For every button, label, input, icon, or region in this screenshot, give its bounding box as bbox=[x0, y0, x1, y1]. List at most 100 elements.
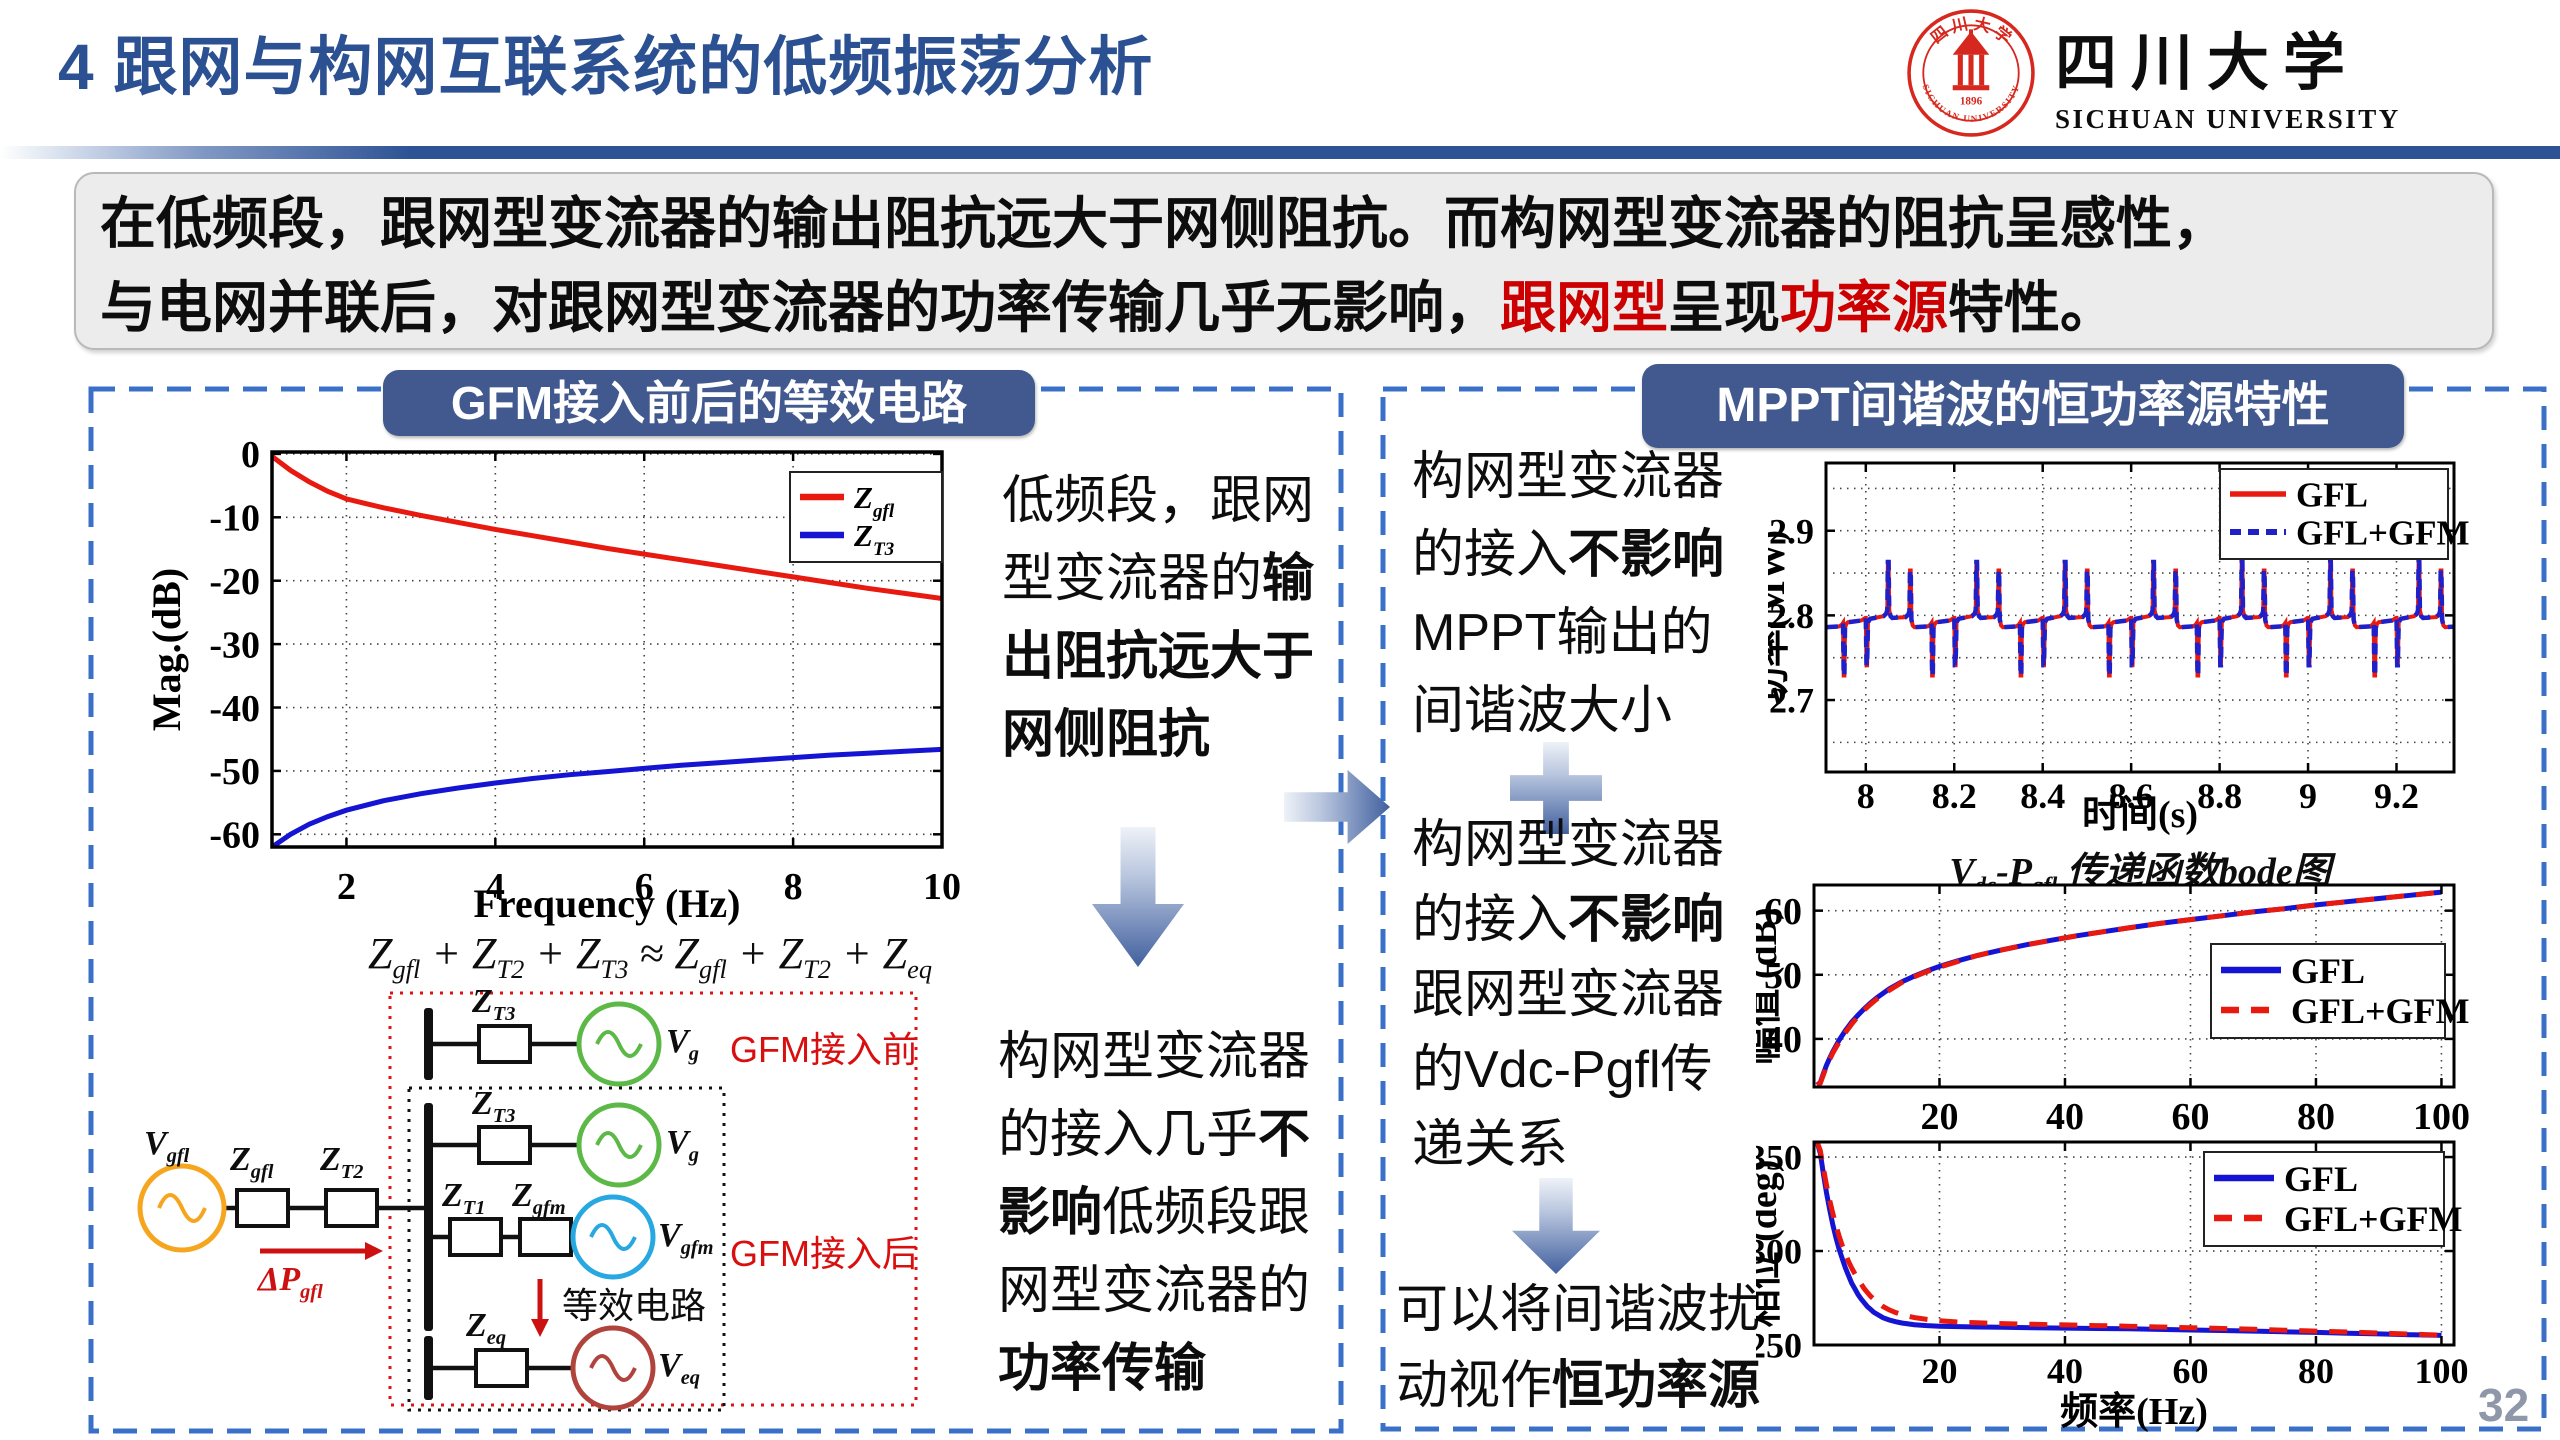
label-zgfm: Zgfm bbox=[512, 1177, 566, 1219]
svg-text:GFL: GFL bbox=[2284, 1159, 2358, 1199]
svg-text:6: 6 bbox=[635, 866, 654, 908]
svg-text:-10: -10 bbox=[209, 498, 260, 540]
gfm-before-after-box bbox=[388, 991, 918, 1407]
wires bbox=[224, 1041, 579, 1371]
label-zt2: ZT2 bbox=[320, 1141, 364, 1183]
svg-text:相位 (deg): 相位 (deg) bbox=[1756, 1160, 1785, 1328]
svg-text:Mag.(dB): Mag.(dB) bbox=[150, 568, 189, 731]
impedance-bode-chart: 2 4 6 8 10 0 -10 -20 -30 -40 -50 -60 Frequency (Hz) M… bbox=[144, 432, 1000, 957]
label-dpgfl: ΔPgfl bbox=[258, 1261, 323, 1303]
label-veq: Veq bbox=[658, 1347, 700, 1389]
svg-text:40: 40 bbox=[2047, 1351, 2083, 1391]
svg-text:9.2: 9.2 bbox=[2374, 776, 2419, 816]
svg-text:40: 40 bbox=[2046, 1096, 2084, 1138]
impedance-formula: Zgfl + ZT2 + ZT3 ≈ Zgfl + ZT2 + Zeq bbox=[367, 929, 933, 984]
svg-text:1896: 1896 bbox=[1960, 95, 1983, 107]
svg-text:60: 60 bbox=[1764, 891, 1802, 933]
right-note-conclusion: 可以将间谐波扰动视作恒功率源 bbox=[1396, 1281, 1761, 1415]
title-underline bbox=[0, 146, 2560, 159]
svg-text:0: 0 bbox=[241, 434, 260, 476]
svg-text:80: 80 bbox=[2298, 1351, 2334, 1391]
left-note-conclusion: 构网型变流器的接入几乎不影响低频段跟网型变流器的功率传输 bbox=[998, 1028, 1311, 1398]
svg-text:-40: -40 bbox=[209, 688, 260, 730]
panel-left-header: GFM接入前后的等效电路 bbox=[383, 370, 1035, 436]
label-zt3-top: ZT3 bbox=[472, 983, 516, 1025]
svg-text:幅值 (dB): 幅值 (dB) bbox=[1756, 907, 1785, 1064]
seal-building-glyph bbox=[1952, 29, 1990, 91]
svg-text:40: 40 bbox=[1764, 1019, 1802, 1061]
svg-text:8.2: 8.2 bbox=[1932, 776, 1977, 816]
panel-right-header: MPPT间谐波的恒功率源特性 bbox=[1642, 364, 2404, 448]
label-gfm-before: GFM接入前 bbox=[730, 1029, 918, 1070]
voltage-sources bbox=[137, 1001, 662, 1411]
svg-text:2.8: 2.8 bbox=[1769, 596, 1814, 636]
svg-text:8: 8 bbox=[784, 866, 803, 908]
svg-text:9: 9 bbox=[2299, 776, 2317, 816]
impedance-boxes bbox=[235, 1024, 573, 1388]
svg-text:50: 50 bbox=[1764, 955, 1802, 997]
svg-text:功率(MW): 功率(MW) bbox=[1768, 530, 1793, 705]
label-zgfl: Zgfl bbox=[230, 1141, 274, 1183]
bode-magnitude-chart: 20 40 60 80 100 40 50 60 幅值 (dB) GFL GFL+GFM bbox=[1743, 880, 2546, 1175]
svg-text:100: 100 bbox=[2413, 1096, 2470, 1138]
svg-text:2.7: 2.7 bbox=[1769, 681, 1814, 721]
svg-text:-60: -60 bbox=[209, 815, 260, 857]
svg-text:2.9: 2.9 bbox=[1769, 511, 1814, 551]
svg-text:80: 80 bbox=[2297, 1096, 2335, 1138]
label-vg-mid: Vg bbox=[666, 1124, 699, 1166]
svg-text:300: 300 bbox=[1756, 1232, 1802, 1272]
equivalent-arrow bbox=[531, 1279, 549, 1337]
svg-text:-20: -20 bbox=[209, 561, 260, 603]
svg-text:8.6: 8.6 bbox=[2109, 776, 2154, 816]
svg-text:GFL+GFM: GFL+GFM bbox=[2296, 514, 2470, 553]
svg-text:GFL: GFL bbox=[2291, 951, 2365, 991]
circuit-schematic bbox=[137, 991, 918, 1412]
svg-text:GFL: GFL bbox=[2296, 476, 2368, 515]
svg-text:250: 250 bbox=[1756, 1326, 1802, 1366]
svg-text:时间(s): 时间(s) bbox=[2082, 794, 2198, 836]
svg-text:20: 20 bbox=[1921, 1351, 1957, 1391]
bus-bars bbox=[424, 1008, 433, 1400]
right-note-mppt: 构网型变流器的接入不影响MPPT输出的间谐波大小 bbox=[1412, 448, 1725, 740]
svg-text:60: 60 bbox=[2171, 1096, 2209, 1138]
svg-text:8: 8 bbox=[1857, 776, 1875, 816]
svg-text:GFL+GFM: GFL+GFM bbox=[2291, 991, 2470, 1031]
svg-text:Zgfl: Zgfl bbox=[853, 480, 895, 522]
label-gfm-after: GFM接入后 bbox=[730, 1233, 918, 1274]
svg-text:-30: -30 bbox=[209, 624, 260, 666]
svg-text:10: 10 bbox=[923, 866, 961, 908]
svg-text:ZT3: ZT3 bbox=[853, 518, 895, 560]
svg-text:2: 2 bbox=[337, 866, 356, 908]
page-number: 32 bbox=[2478, 1379, 2530, 1431]
university-seal-icon: 四 川 大 学 SICHUAN UNIVERSITY 1896 bbox=[1907, 9, 2035, 137]
svg-text:8.8: 8.8 bbox=[2197, 776, 2242, 816]
label-vgfm: Vgfm bbox=[658, 1217, 714, 1259]
svg-text:频率(Hz): 频率(Hz) bbox=[2060, 1391, 2208, 1432]
svg-text:8.4: 8.4 bbox=[2020, 776, 2065, 816]
page-title: 4 跟网与构网互联系统的低频振荡分析 bbox=[58, 31, 1154, 103]
power-time-chart: 8 8.2 8.4 8.6 8.8 9 9.2 2.7 2.8 2.9 时间(s) 功率(MW) GFL… bbox=[1751, 455, 2548, 880]
label-zt3-mid: ZT3 bbox=[472, 1085, 516, 1127]
university-logo: 四 川 大 学 SICHUAN UNIVERSITY 1896 四川大学 SIC… bbox=[1905, 8, 2555, 138]
label-zt1: ZT1 bbox=[442, 1177, 486, 1219]
svg-text:350: 350 bbox=[1756, 1138, 1802, 1178]
bode-phase-chart: 20 40 60 80 100 250 300 350 频率(Hz) 相位 (deg) GFL GFL… bbox=[1743, 1132, 2546, 1437]
label-zeq: Zeq bbox=[466, 1307, 507, 1349]
university-name-cn: 四川大学 bbox=[2055, 29, 2360, 98]
svg-text:-50: -50 bbox=[209, 751, 260, 793]
equivalent-circuit-diagram: Vgfl Zgfl ZT2 ΔPgfl ZT3 Vg GFM接入前 ZT3 Vg… bbox=[110, 983, 940, 1425]
svg-text:60: 60 bbox=[2172, 1351, 2208, 1391]
svg-text:GFL+GFM: GFL+GFM bbox=[2284, 1199, 2463, 1239]
label-equivalent-circuit: 等效电路 bbox=[562, 1285, 707, 1326]
university-name-en: SICHUAN UNIVERSITY bbox=[2055, 103, 2401, 134]
left-note-impedance: 低频段，跟网型变流器的输出阻抗远大于网侧阻抗 bbox=[1002, 472, 1315, 764]
svg-text:4: 4 bbox=[486, 866, 505, 908]
svg-text:100: 100 bbox=[2414, 1351, 2468, 1391]
svg-text:Frequency (Hz): Frequency (Hz) bbox=[474, 881, 741, 926]
gfm-after-box bbox=[407, 1086, 726, 1412]
right-note-vdc-pgfl: 构网型变流器的接入不影响跟网型变流器的Vdc-Pgfl传递关系 bbox=[1412, 816, 1725, 1174]
summary-box: 在低频段，跟网型变流器的输出阻抗远大于网侧阻抗。而构网型变流器的阻抗呈感性， 与… bbox=[74, 172, 2494, 350]
label-vgfl: Vgfl bbox=[144, 1125, 190, 1167]
label-vg-top: Vg bbox=[666, 1023, 699, 1065]
